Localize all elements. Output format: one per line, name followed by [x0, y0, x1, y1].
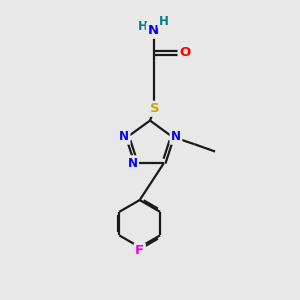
Text: H: H	[138, 20, 148, 33]
Text: N: N	[147, 24, 158, 37]
Text: N: N	[171, 130, 181, 143]
Text: S: S	[150, 102, 159, 115]
Text: F: F	[135, 244, 144, 257]
Text: N: N	[119, 130, 129, 143]
Text: H: H	[159, 14, 169, 28]
Text: O: O	[179, 46, 190, 59]
Text: N: N	[128, 157, 138, 170]
